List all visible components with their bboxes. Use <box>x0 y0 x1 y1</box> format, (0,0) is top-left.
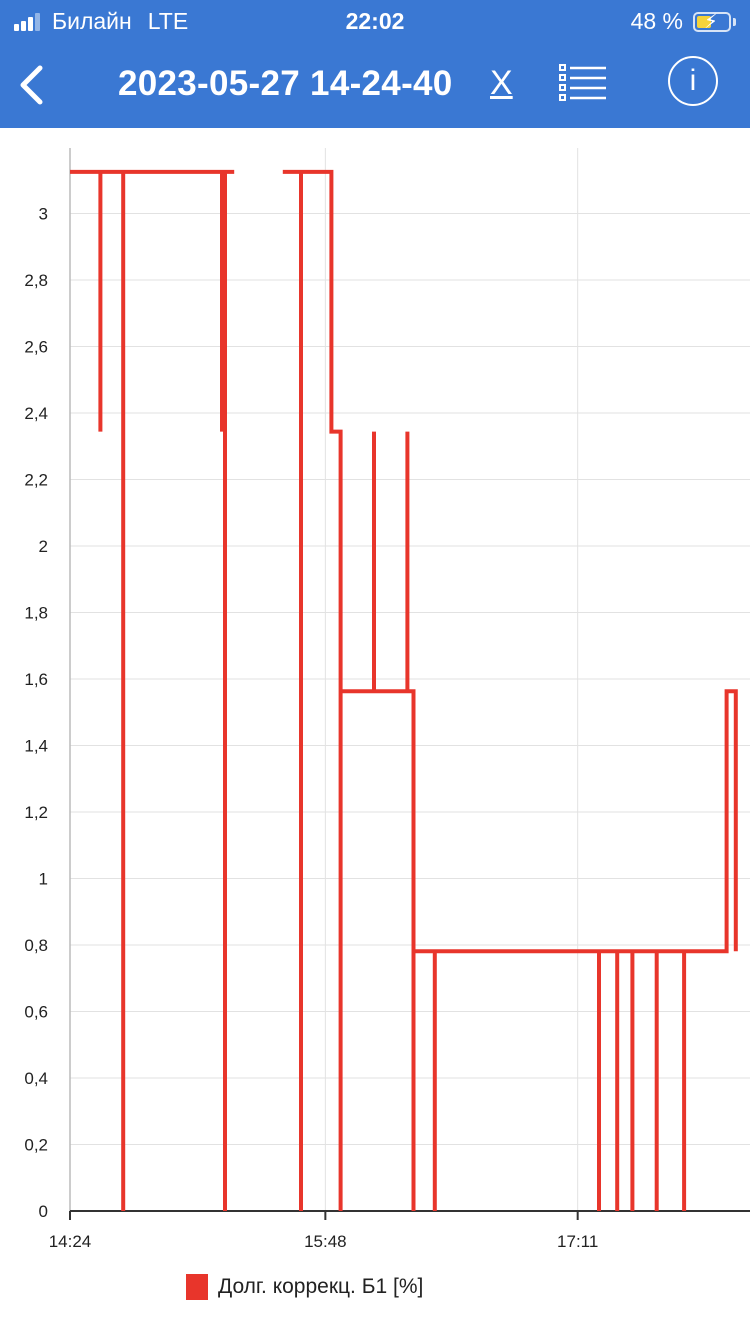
y-tick-label: 1,6 <box>24 670 48 689</box>
close-button[interactable]: X <box>490 64 513 102</box>
x-axis-ticks: 14:24 15:48 17:11 <box>49 1211 598 1251</box>
battery-tip <box>733 17 736 26</box>
y-tick-label: 1 <box>39 870 48 889</box>
x-tick-label: 15:48 <box>304 1232 347 1251</box>
status-time: 22:02 <box>345 8 405 34</box>
battery-fill <box>697 15 712 28</box>
status-right: 48 % ⚡ <box>631 8 736 35</box>
chart-grid <box>70 148 750 1211</box>
y-tick-label: 0,8 <box>24 936 48 955</box>
page-title: 2023-05-27 14-24-40 <box>118 64 453 103</box>
x-tick-label: 17:11 <box>557 1232 598 1251</box>
signal-strength-icon <box>14 12 42 31</box>
y-axis-ticks: 0 0,2 0,4 0,6 0,8 1 1,2 1,4 1,6 1,8 2 2,2 2,4 2,6 2,8 3 <box>24 205 48 1222</box>
y-tick-label: 0,4 <box>24 1069 48 1088</box>
x-tick-label: 14:24 <box>49 1232 92 1251</box>
y-tick-label: 2,8 <box>24 271 48 290</box>
network-type: LTE <box>147 8 189 34</box>
chart-legend[interactable]: Долг. коррекц. Б1 [%] <box>186 1274 423 1300</box>
app-header: Билайн LTE 22:02 48 % ⚡ 2023-05-27 14-24… <box>0 0 750 128</box>
battery-icon: ⚡ <box>693 10 731 33</box>
list-button[interactable] <box>556 60 610 110</box>
status-bar: Билайн LTE 22:02 48 % ⚡ <box>0 0 750 42</box>
y-tick-label: 1,4 <box>24 737 48 756</box>
battery-percent: 48 % <box>630 8 683 34</box>
legend-label: Долг. коррекц. Б1 [%] <box>218 1275 424 1298</box>
navigation-bar: 2023-05-27 14-24-40 X i <box>0 42 750 128</box>
carrier-name: Билайн <box>52 8 132 34</box>
charging-bolt-icon: ⚡ <box>704 10 719 33</box>
y-tick-label: 2,4 <box>24 404 48 423</box>
series-line <box>282 169 738 1211</box>
y-tick-label: 1,8 <box>24 604 48 623</box>
back-button[interactable] <box>14 60 58 110</box>
y-tick-label: 0 <box>39 1202 48 1221</box>
chart-axes <box>69 148 750 1212</box>
y-tick-label: 0,6 <box>24 1003 48 1022</box>
status-left: Билайн LTE <box>14 8 188 35</box>
line-chart: 0 0,2 0,4 0,6 0,8 1 1,2 1,4 1,6 1,8 2 2,2 2,4 2,6 2,8 3… <box>24 148 750 1251</box>
y-tick-label: 1,2 <box>24 803 48 822</box>
y-tick-label: 0,2 <box>24 1136 48 1155</box>
y-tick-label: 3 <box>39 205 48 224</box>
y-tick-label: 2,2 <box>24 471 48 490</box>
chart-series <box>70 169 738 1211</box>
info-button[interactable]: i <box>668 56 718 106</box>
legend-swatch <box>186 1274 208 1300</box>
y-tick-label: 2,6 <box>24 338 48 357</box>
list-icon <box>559 64 606 101</box>
chevron-left-icon <box>20 65 43 105</box>
series-line <box>70 169 235 1211</box>
y-tick-label: 2 <box>39 537 48 556</box>
